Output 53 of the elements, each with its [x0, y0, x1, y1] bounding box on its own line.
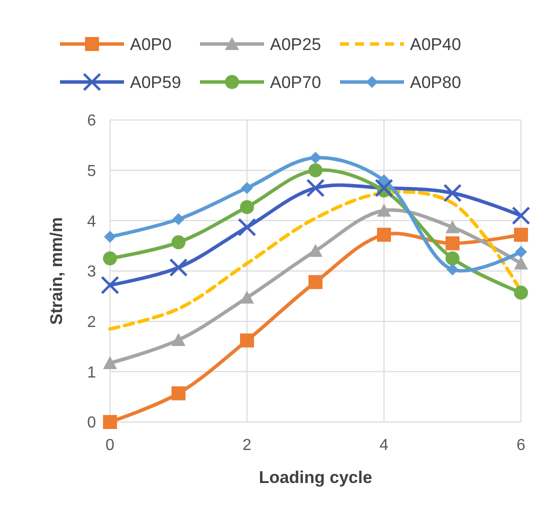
y-axis-title: Strain, mm/m: [47, 217, 66, 325]
x-axis-title: Loading cycle: [258, 468, 372, 487]
point: [514, 256, 528, 270]
y-tick-label: 5: [87, 162, 96, 180]
y-tick-label: 2: [87, 314, 96, 331]
x-tick-label: 2: [242, 437, 252, 454]
point: [377, 204, 391, 217]
point: [310, 152, 322, 164]
y-tick-label: 6: [87, 112, 96, 130]
legend-label: A0P80: [410, 72, 462, 92]
point: [306, 178, 325, 198]
point: [512, 206, 530, 225]
x-tick-label: 4: [380, 437, 389, 454]
point: [172, 235, 186, 250]
point: [238, 218, 256, 236]
point: [446, 251, 460, 266]
point: [103, 415, 117, 429]
point: [514, 228, 528, 242]
point: [103, 356, 117, 370]
point: [374, 178, 394, 198]
legend-label: A0P25: [270, 34, 322, 54]
point: [446, 263, 458, 276]
point: [240, 200, 254, 214]
point: [172, 332, 186, 346]
point: [308, 163, 322, 178]
point: [446, 236, 460, 250]
point: [240, 290, 254, 304]
point: [241, 182, 253, 194]
point: [515, 246, 527, 258]
point: [172, 386, 186, 400]
y-tick-label: 3: [87, 264, 96, 281]
x-tick-label: 0: [106, 437, 115, 454]
legend-label: A0P40: [410, 34, 462, 54]
point: [377, 228, 391, 242]
y-tick-label: 1: [87, 364, 96, 382]
y-tick-label: 4: [87, 213, 96, 230]
point: [100, 276, 120, 294]
point: [172, 213, 184, 226]
point: [514, 286, 528, 300]
legend-label: A0P0: [130, 34, 172, 54]
y-tick-label: 0: [87, 414, 96, 432]
point: [446, 220, 460, 234]
point: [378, 174, 390, 186]
legend-label: A0P59: [130, 72, 182, 92]
x-tick-label: 6: [516, 437, 526, 454]
point: [169, 258, 188, 277]
point: [308, 244, 322, 257]
point: [104, 230, 116, 243]
point: [240, 333, 254, 348]
point: [308, 275, 322, 290]
point: [103, 251, 117, 266]
point: [443, 184, 462, 202]
legend-label: A0P70: [270, 72, 322, 92]
